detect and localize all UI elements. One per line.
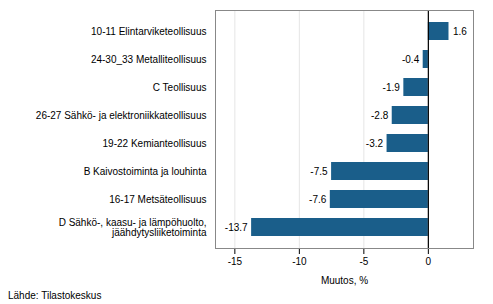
svg-text:-1.9: -1.9 xyxy=(383,82,401,93)
svg-text:1.6: 1.6 xyxy=(453,26,467,37)
svg-text:-10: -10 xyxy=(292,256,307,267)
svg-text:0: 0 xyxy=(426,256,432,267)
svg-text:24-30_33 Metalliteollisuus: 24-30_33 Metalliteollisuus xyxy=(91,54,207,65)
svg-text:10-11 Elintarviketeollisuus: 10-11 Elintarviketeollisuus xyxy=(91,26,206,37)
svg-text:-7.5: -7.5 xyxy=(310,166,328,177)
svg-text:C Teollisuus: C Teollisuus xyxy=(153,82,207,93)
html-text:Lähde: Tilastokeskus: Lähde: Tilastokeskus xyxy=(8,290,102,301)
svg-text:-3.2: -3.2 xyxy=(366,138,384,149)
svg-text:-7.6: -7.6 xyxy=(309,194,327,205)
svg-text:B Kaivostoiminta ja louhinta: B Kaivostoiminta ja louhinta xyxy=(84,166,207,177)
svg-text:16-17 Metsäteollisuus: 16-17 Metsäteollisuus xyxy=(109,194,206,205)
svg-text:-5: -5 xyxy=(359,256,368,267)
svg-text:-13.7: -13.7 xyxy=(225,222,248,233)
svg-text:-0.4: -0.4 xyxy=(402,54,420,65)
svg-text:D Sähkö-, kaasu- ja lämpöhuolt: D Sähkö-, kaasu- ja lämpöhuolto,jäähdyty… xyxy=(59,217,207,238)
svg-text:19-22 Kemianteollisuus: 19-22 Kemianteollisuus xyxy=(103,138,207,149)
svg-text:-15: -15 xyxy=(228,256,243,267)
svg-text:26-27 Sähkö- ja elektroniikkat: 26-27 Sähkö- ja elektroniikkateollisuus xyxy=(36,110,207,121)
svg-text:-2.8: -2.8 xyxy=(371,110,389,121)
svg-text:Muutos, %: Muutos, % xyxy=(321,275,368,286)
